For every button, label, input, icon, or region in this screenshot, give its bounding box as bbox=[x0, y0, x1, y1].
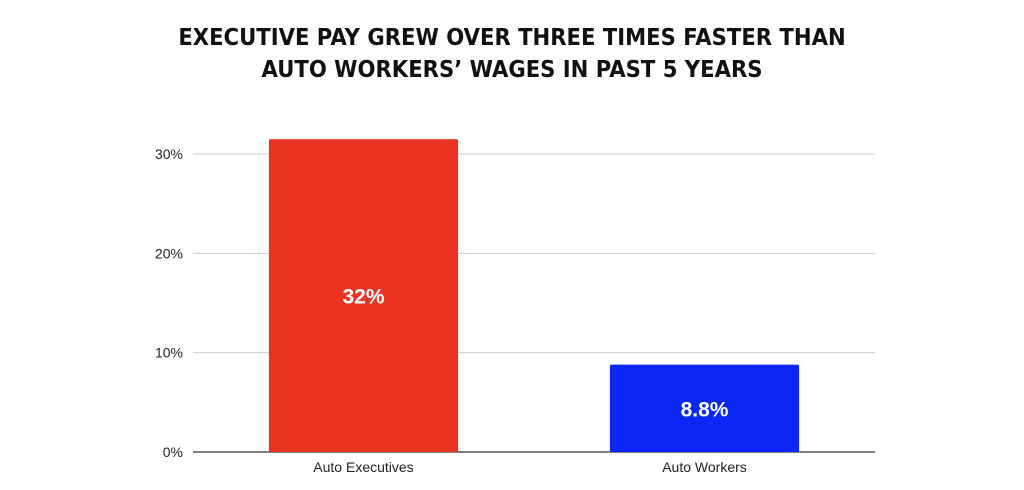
y-tick-label: 30% bbox=[155, 146, 183, 162]
data-labels: 32% 8.8% bbox=[342, 286, 728, 422]
chart-title-line-2: AUTO WORKERS’ WAGES IN PAST 5 YEARS bbox=[261, 57, 763, 83]
x-tick-label: Auto Workers bbox=[662, 459, 747, 475]
x-axis-tick-labels: Auto Executives Auto Workers bbox=[313, 459, 746, 475]
y-tick-label: 20% bbox=[155, 245, 183, 261]
x-tick-label: Auto Executives bbox=[313, 459, 413, 475]
data-label: 32% bbox=[342, 286, 384, 309]
chart-title: EXECUTIVE PAY GREW OVER THREE TIMES FAST… bbox=[41, 22, 983, 86]
data-label: 8.8% bbox=[681, 398, 729, 421]
y-tick-label: 10% bbox=[155, 345, 183, 361]
bar-auto-executives bbox=[268, 139, 459, 452]
bar-auto-workers bbox=[609, 364, 800, 452]
chart-title-line-1: EXECUTIVE PAY GREW OVER THREE TIMES FAST… bbox=[178, 25, 846, 51]
y-tick-label: 0% bbox=[163, 444, 183, 460]
y-axis-tick-labels: 0% 10% 20% 30% bbox=[155, 146, 183, 460]
bars bbox=[268, 139, 800, 452]
